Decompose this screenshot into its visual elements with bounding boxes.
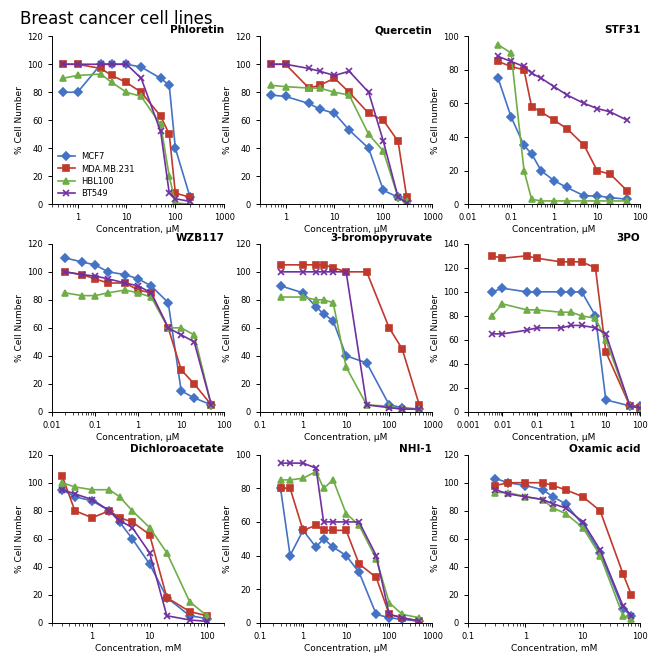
Y-axis label: % Cell Number: % Cell Number [432,294,441,362]
X-axis label: Concentration, mM: Concentration, mM [95,644,181,652]
Legend: MCF7, MDA.MB.231, HBL100, BT549: MCF7, MDA.MB.231, HBL100, BT549 [56,151,136,200]
Text: Dichloroacetate: Dichloroacetate [131,444,224,454]
X-axis label: Concentration, μM: Concentration, μM [512,433,596,442]
X-axis label: Concentration, μM: Concentration, μM [304,644,388,652]
X-axis label: Concentration, μM: Concentration, μM [512,225,596,234]
Text: Quercetin: Quercetin [374,26,432,36]
X-axis label: Concentration, μM: Concentration, μM [96,225,180,234]
Text: 3PO: 3PO [617,233,640,243]
X-axis label: Concentration, μM: Concentration, μM [304,225,388,234]
Y-axis label: % Cell number: % Cell number [432,505,441,572]
Y-axis label: % Cell Number: % Cell Number [224,505,233,573]
X-axis label: Concentration, μM: Concentration, μM [304,433,388,442]
Text: STF31: STF31 [604,26,640,36]
X-axis label: Concentration, μM: Concentration, μM [96,433,180,442]
Y-axis label: % Cell Number: % Cell Number [16,505,25,573]
Text: Oxamic acid: Oxamic acid [569,444,640,454]
Text: Phloretin: Phloretin [170,26,224,36]
Text: NHI-1: NHI-1 [399,444,432,454]
Text: WZB117: WZB117 [176,233,224,243]
Y-axis label: % Cell Number: % Cell Number [16,86,25,154]
Y-axis label: % Cell Number: % Cell Number [224,86,233,154]
Text: 3-bromopyruvate: 3-bromopyruvate [330,233,432,243]
Text: Breast cancer cell lines: Breast cancer cell lines [20,10,212,28]
X-axis label: Concentration, mM: Concentration, mM [511,644,597,652]
Y-axis label: % Cell Number: % Cell Number [16,294,25,362]
Y-axis label: % Cell Number: % Cell Number [224,294,233,362]
Y-axis label: % Cell number: % Cell number [432,87,441,154]
